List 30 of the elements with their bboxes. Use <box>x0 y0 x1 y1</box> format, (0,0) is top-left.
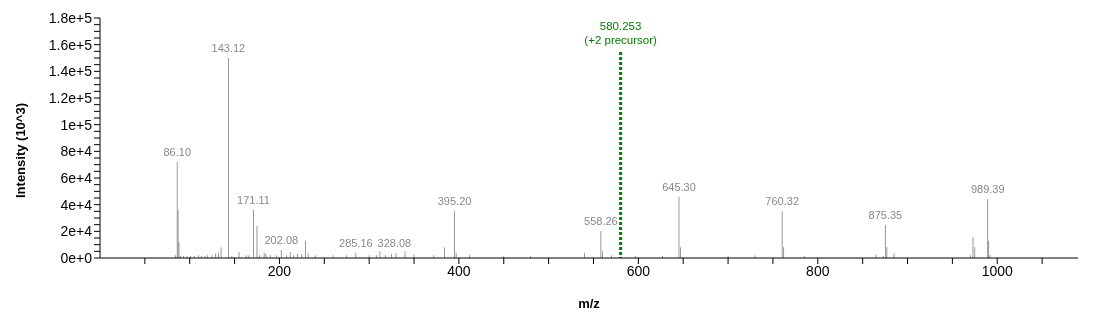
y-tick-label: 1.2e+5 <box>48 89 93 106</box>
ref-line-label: 580.253 (+2 precursor) <box>584 20 658 46</box>
x-tick-label: 800 <box>806 262 830 279</box>
annotation: 202.08 <box>264 234 299 246</box>
y-tick-label: 1.4e+5 <box>48 63 93 80</box>
y-axis-title: Intensity (10^3) <box>12 102 28 198</box>
y-tick-label: 1e+5 <box>60 116 93 133</box>
y-tick-label: 1.6e+5 <box>48 36 93 53</box>
y-tick-label: 1.8e+5 <box>48 9 93 26</box>
y-tick-label: 6e+4 <box>60 169 93 186</box>
annotation: 171.11 <box>237 194 270 206</box>
x-tick-label: 1000 <box>981 262 1014 279</box>
annotation: 328.08 <box>377 236 412 249</box>
annotation: 285.16 <box>339 236 373 249</box>
x-tick-label: 600 <box>626 262 651 279</box>
annotation: 760.32 <box>765 195 800 208</box>
x-axis-title: m/z <box>578 296 601 311</box>
y-tick-label: 0e+0 <box>60 249 93 266</box>
annotation: 875.35 <box>868 208 903 221</box>
y-tick-label: 4e+4 <box>60 196 93 213</box>
annotation: 645.30 <box>662 180 696 193</box>
x-tick-label: 400 <box>447 262 471 279</box>
annotation: 989.39 <box>970 183 1005 196</box>
annotation: 395.20 <box>437 195 472 208</box>
x-tick-label: 200 <box>267 262 292 279</box>
annotation: 143.12 <box>211 42 246 54</box>
annotation: 86.10 <box>163 146 192 158</box>
y-tick-label: 2e+4 <box>60 223 93 240</box>
annotation: 558.26 <box>584 215 618 228</box>
y-tick-label: 8e+4 <box>60 143 93 160</box>
